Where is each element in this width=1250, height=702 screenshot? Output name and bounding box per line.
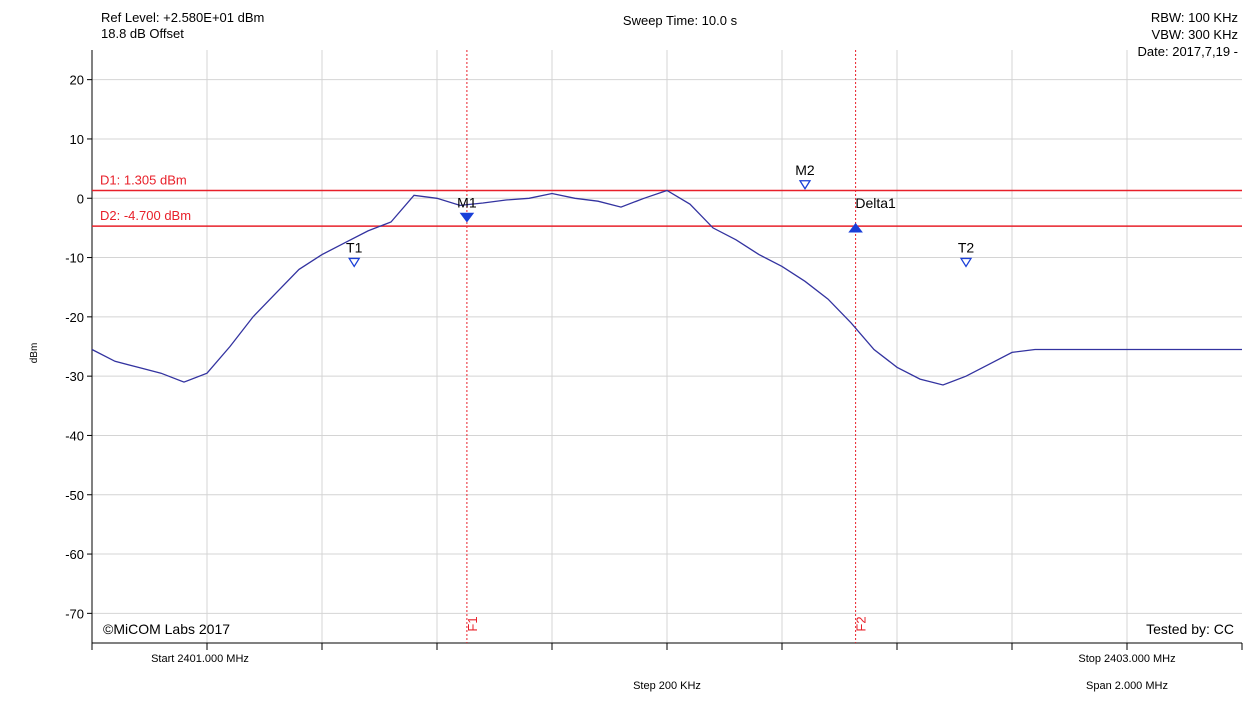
marker-t1 <box>348 257 361 268</box>
reference-line-label: D1: 1.305 dBm <box>100 173 187 188</box>
start-frequency-label: Start 2401.000 MHz <box>151 653 249 665</box>
span-label: Span 2.000 MHz <box>1086 680 1168 692</box>
y-tick-label: 20 <box>70 73 84 88</box>
marker-label: M1 <box>457 194 477 210</box>
vbw-label: VBW: 300 KHz <box>1152 27 1238 42</box>
y-tick-label: -30 <box>65 369 84 384</box>
marker-layer: T1 M1 M2 Delta1 T2 <box>346 162 975 268</box>
y-tick-label: -10 <box>65 251 84 266</box>
marker-label: T1 <box>346 239 363 255</box>
marker-label: Delta1 <box>855 195 896 211</box>
grid-lines <box>92 50 1242 643</box>
marker-delta1 <box>848 222 863 233</box>
y-tick-label: -20 <box>65 310 84 325</box>
y-tick-label: -60 <box>65 547 84 562</box>
marker-t2 <box>959 257 973 268</box>
reference-lines: D1: 1.305 dBm D2: -4.700 dBm F1 F2 <box>92 50 1242 643</box>
ref-level-label: Ref Level: +2.580E+01 dBm <box>101 10 264 25</box>
y-axis-label: dBm <box>29 343 40 364</box>
step-label: Step 200 KHz <box>633 680 701 692</box>
sweep-time-label: Sweep Time: 10.0 s <box>623 13 738 28</box>
frequency-line-label: F1 <box>465 616 480 631</box>
trace-layer <box>91 189 1242 386</box>
y-tick-label: -70 <box>65 606 84 621</box>
y-tick-label: -40 <box>65 428 84 443</box>
offset-label: 18.8 dB Offset <box>101 26 184 41</box>
reference-line-label: D2: -4.700 dBm <box>100 208 191 223</box>
marker-label: T2 <box>958 239 975 255</box>
tested-by-label: Tested by: CC <box>1146 621 1234 637</box>
axes: 20 10 0 -10 -20 -30 -40 -50 -60 -70 <box>65 50 1243 650</box>
marker-m1 <box>459 212 475 223</box>
marker-label: M2 <box>795 162 815 178</box>
date-label: Date: 2017,7,19 - <box>1138 44 1238 59</box>
y-tick-label: -50 <box>65 488 84 503</box>
stop-frequency-label: Stop 2403.000 MHz <box>1078 653 1175 665</box>
y-tick-label: 10 <box>70 132 84 147</box>
copyright-label: ©MiCOM Labs 2017 <box>103 621 230 637</box>
y-tick-label: 0 <box>77 191 84 206</box>
frequency-line-label: F2 <box>854 616 869 631</box>
spectrum-trace <box>91 189 1242 386</box>
marker-m2 <box>798 180 812 190</box>
rbw-label: RBW: 100 KHz <box>1151 10 1238 25</box>
